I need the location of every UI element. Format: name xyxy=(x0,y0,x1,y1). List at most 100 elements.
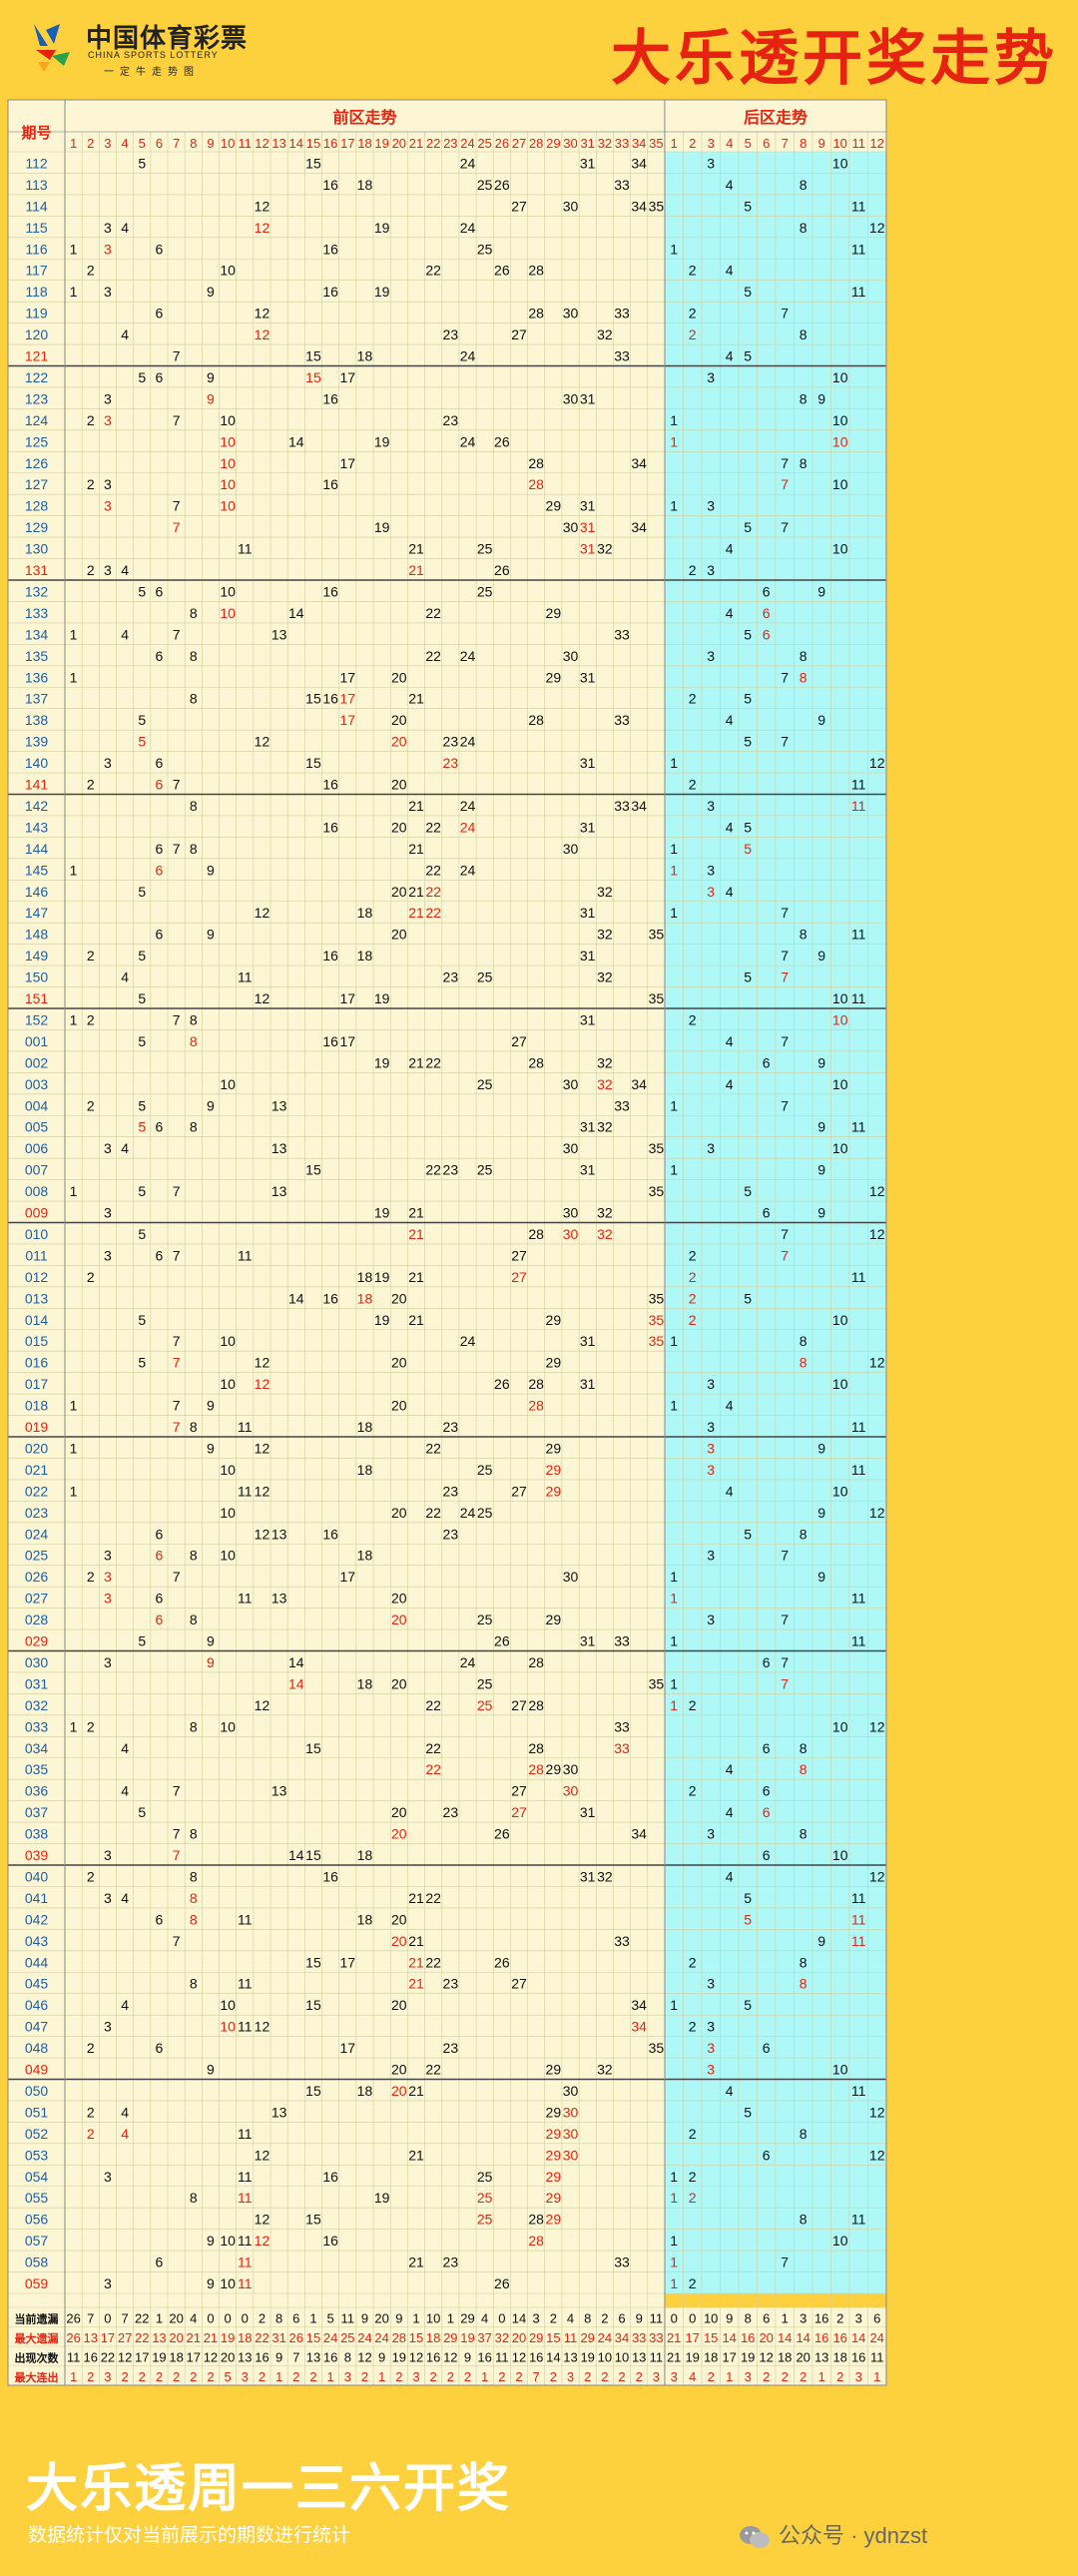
back-ball: 4 xyxy=(726,177,734,193)
stats-front-value: 2 xyxy=(259,2369,266,2384)
wechat-account[interactable]: 公众号 · ydnzst xyxy=(739,2518,927,2551)
front-ball: 35 xyxy=(649,1333,665,1349)
front-ball: 15 xyxy=(305,1740,321,1756)
back-ball: 6 xyxy=(763,1783,771,1799)
back-ball: 3 xyxy=(707,1611,715,1627)
back-ball: 11 xyxy=(851,927,866,943)
back-ball: 3 xyxy=(707,2040,715,2056)
back-ball: 12 xyxy=(869,1868,885,1884)
stats-back-value: 1 xyxy=(726,2369,733,2384)
period-label: 054 xyxy=(25,2169,49,2185)
front-ball: 3 xyxy=(104,476,112,492)
front-ball: 1 xyxy=(70,284,78,300)
stats-front-value: 16 xyxy=(426,2350,440,2365)
period-label: 052 xyxy=(25,2126,49,2142)
front-ball: 8 xyxy=(190,1976,198,1992)
back-ball: 4 xyxy=(726,712,734,728)
stats-back-value: 18 xyxy=(704,2350,718,2365)
back-ball: 12 xyxy=(869,1226,885,1242)
front-ball: 34 xyxy=(631,1826,647,1842)
front-ball: 21 xyxy=(408,1205,424,1221)
front-ball: 24 xyxy=(460,862,476,878)
stats-back-value: 12 xyxy=(759,2350,773,2365)
period-label: 026 xyxy=(25,1569,49,1585)
front-ball: 5 xyxy=(138,155,146,171)
back-ball: 7 xyxy=(781,519,789,535)
stats-front-value: 5 xyxy=(224,2369,231,2384)
period-label: 045 xyxy=(25,1976,49,1992)
back-ball: 10 xyxy=(832,990,848,1006)
back-ball: 10 xyxy=(832,541,848,557)
period-label: 058 xyxy=(25,2254,49,2270)
stats-back-value: 16 xyxy=(851,2350,865,2365)
stats-front-value: 24 xyxy=(374,2330,388,2345)
period-label: 048 xyxy=(25,2040,49,2056)
back-ball: 1 xyxy=(670,1675,678,1691)
back-ball: 1 xyxy=(670,1697,678,1713)
back-ball: 10 xyxy=(832,1847,848,1863)
stats-front-value: 5 xyxy=(327,2311,334,2326)
front-ball: 18 xyxy=(357,1462,373,1478)
front-ball: 12 xyxy=(255,326,270,342)
back-number-header: 9 xyxy=(818,136,825,151)
stats-back-value: 18 xyxy=(832,2350,846,2365)
stats-front-value: 26 xyxy=(289,2330,303,2345)
front-ball: 28 xyxy=(528,2212,544,2228)
period-label: 131 xyxy=(25,562,49,578)
front-ball: 26 xyxy=(494,1826,510,1842)
stats-front-value: 7 xyxy=(533,2369,540,2384)
back-ball: 1 xyxy=(670,862,678,878)
front-number-header: 2 xyxy=(87,136,94,151)
front-ball: 1 xyxy=(70,862,78,878)
front-ball: 13 xyxy=(271,1140,287,1156)
footer-title: 大乐透周一三六开奖 xyxy=(26,2459,512,2519)
front-ball: 19 xyxy=(374,1269,390,1285)
back-number-header: 8 xyxy=(800,136,807,151)
front-ball: 32 xyxy=(597,1868,613,1884)
stats-front-value: 13 xyxy=(306,2350,320,2365)
front-ball: 32 xyxy=(597,541,613,557)
front-ball: 6 xyxy=(156,369,164,385)
back-ball: 7 xyxy=(781,948,789,964)
front-ball: 24 xyxy=(460,348,476,364)
stats-front-value: 20 xyxy=(169,2330,183,2345)
stats-front-value: 19 xyxy=(221,2330,235,2345)
front-ball: 28 xyxy=(528,1654,544,1670)
back-ball: 12 xyxy=(869,755,885,771)
stats-back-value: 2 xyxy=(763,2369,770,2384)
front-ball: 9 xyxy=(207,1654,215,1670)
stats-front-value: 8 xyxy=(584,2311,591,2326)
front-ball: 6 xyxy=(156,1526,164,1542)
front-zone-bg xyxy=(65,100,665,2385)
front-ball: 20 xyxy=(391,777,407,793)
front-ball: 9 xyxy=(207,2275,215,2291)
logo-slogan: 一定牛走势图 xyxy=(104,67,200,78)
stats-front-value: 12 xyxy=(443,2350,457,2365)
stats-front-value: 17 xyxy=(187,2350,201,2365)
period-label: 114 xyxy=(25,198,48,214)
stats-front-value: 2 xyxy=(259,2311,266,2326)
front-ball: 16 xyxy=(322,2169,338,2185)
front-ball: 7 xyxy=(173,498,181,514)
front-ball: 32 xyxy=(597,1226,613,1242)
period-label: 034 xyxy=(25,1740,49,1756)
back-ball: 6 xyxy=(763,1054,771,1070)
front-ball: 25 xyxy=(477,1675,493,1691)
back-ball: 3 xyxy=(707,1376,715,1392)
front-ball: 6 xyxy=(156,583,164,599)
stats-front-value: 13 xyxy=(563,2350,577,2365)
stats-front-value: 20 xyxy=(221,2350,235,2365)
stats-front-value: 2 xyxy=(121,2369,128,2384)
back-ball: 5 xyxy=(744,1911,752,1927)
back-ball: 3 xyxy=(707,562,715,578)
front-ball: 8 xyxy=(190,1890,198,1906)
front-ball: 33 xyxy=(614,1718,630,1734)
stats-front-value: 20 xyxy=(374,2311,388,2326)
front-ball: 18 xyxy=(357,177,373,193)
front-ball: 30 xyxy=(563,2083,579,2099)
front-number-header: 32 xyxy=(598,136,612,151)
front-ball: 11 xyxy=(238,2169,253,2185)
front-number-header: 5 xyxy=(139,136,146,151)
back-ball: 4 xyxy=(726,1483,734,1499)
front-number-header: 23 xyxy=(443,136,457,151)
